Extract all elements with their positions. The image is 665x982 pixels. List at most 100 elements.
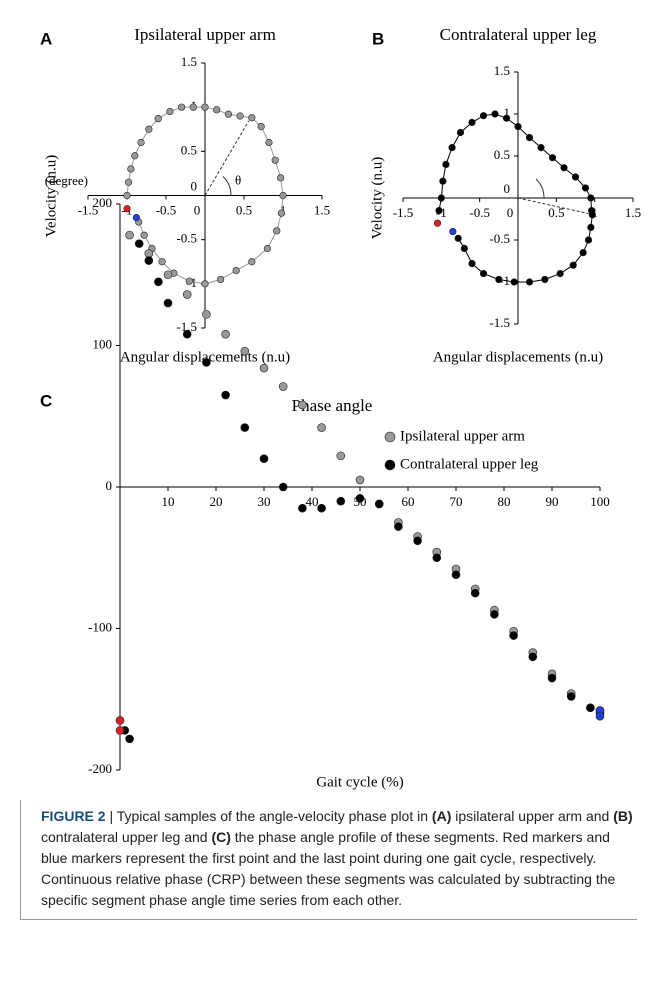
data-point — [185, 277, 193, 285]
data-point — [137, 138, 145, 147]
data-point — [548, 154, 557, 162]
x-tick-label: 0 — [507, 205, 514, 220]
caption-text: | Typical samples of the angle-velocity … — [105, 808, 432, 824]
data-point — [263, 244, 272, 253]
data-point — [336, 496, 346, 506]
data-point — [537, 144, 545, 152]
data-point — [140, 231, 148, 239]
data-point — [413, 536, 422, 546]
x-tick-label: 60 — [402, 494, 415, 509]
data-point — [277, 174, 285, 182]
data-point — [217, 275, 225, 284]
data-point — [221, 390, 230, 400]
y-tick-label: -0.5 — [176, 231, 197, 246]
data-point — [437, 194, 445, 202]
y-tick-label: -1.5 — [176, 319, 197, 334]
data-point — [182, 290, 192, 299]
angle-arrow — [517, 197, 589, 215]
chart-title: Phase angle — [292, 396, 373, 415]
data-point — [259, 363, 269, 373]
data-point — [587, 223, 595, 231]
data-point — [336, 451, 346, 461]
data-point — [433, 219, 442, 227]
x-tick-label: -0.5 — [156, 202, 177, 217]
caption-text: FIGURE 2 — [41, 808, 106, 824]
data-point — [123, 205, 131, 213]
data-point — [124, 178, 133, 186]
data-point — [182, 329, 192, 339]
x-tick-label: -1.5 — [78, 202, 99, 217]
data-point — [131, 152, 139, 160]
data-point — [166, 107, 174, 116]
angle-arc — [222, 176, 232, 196]
data-point — [541, 275, 549, 284]
data-point — [587, 194, 595, 202]
data-point — [510, 278, 518, 286]
data-point — [470, 588, 480, 598]
x-tick-label: 20 — [210, 494, 223, 509]
data-point — [144, 256, 154, 265]
y-axis-label: Velocity (n.u) — [369, 157, 385, 239]
x-tick-label: 10 — [162, 494, 175, 509]
x-tick-label: 90 — [546, 494, 559, 509]
y-axis-label: (degree) — [45, 173, 88, 188]
data-point — [271, 156, 279, 164]
y-tick-label: 1 — [504, 105, 511, 120]
data-point — [298, 503, 307, 513]
data-point — [556, 270, 564, 278]
data-point — [581, 184, 590, 192]
data-point — [178, 103, 186, 111]
data-point — [125, 734, 134, 744]
data-point — [145, 125, 153, 133]
chart-title: Ipsilateral upper arm — [134, 25, 276, 44]
caption-text: ipsilateral upper arm and — [451, 808, 614, 824]
data-point — [490, 610, 499, 619]
data-point — [273, 227, 281, 235]
y-tick-label: 100 — [93, 336, 113, 351]
x-tick-label: -0.5 — [469, 205, 490, 220]
data-point — [584, 236, 593, 244]
data-point — [448, 144, 456, 152]
y-tick-label: 0 — [106, 478, 113, 493]
legend-marker — [384, 459, 396, 471]
data-point — [317, 503, 326, 513]
data-point — [240, 423, 250, 432]
data-point — [115, 716, 125, 725]
data-point — [502, 114, 511, 122]
data-point — [115, 726, 125, 735]
y-tick-label: -1.5 — [489, 315, 510, 330]
y-tick-label: 0.5 — [494, 147, 510, 162]
data-point — [248, 114, 256, 122]
data-point — [595, 711, 605, 721]
data-point — [514, 122, 522, 131]
data-point — [221, 329, 230, 339]
legend-label: Ipsilateral upper arm — [400, 428, 525, 444]
data-point — [163, 270, 173, 280]
data-point — [240, 346, 250, 356]
caption-text: (C) — [211, 829, 231, 845]
panel-label: C — [40, 391, 52, 410]
data-point — [232, 266, 240, 275]
data-point — [432, 553, 442, 563]
data-point — [525, 133, 534, 142]
data-point — [491, 110, 499, 118]
data-point — [460, 244, 468, 252]
data-point — [279, 191, 287, 200]
panel-label: A — [40, 29, 52, 48]
data-point — [278, 482, 288, 492]
data-point — [257, 122, 265, 131]
angle-arc — [535, 178, 545, 199]
data-point — [586, 703, 595, 713]
data-point — [158, 258, 166, 266]
x-tick-label: -1.5 — [393, 205, 414, 220]
caption-text: (B) — [613, 808, 633, 824]
data-point — [566, 692, 576, 701]
data-point — [479, 270, 488, 278]
y-tick-label: -200 — [88, 761, 112, 776]
y-tick-label: 0 — [504, 181, 511, 196]
data-point — [454, 234, 462, 242]
legend-marker — [384, 431, 396, 443]
data-point — [579, 249, 587, 257]
data-point — [154, 115, 162, 123]
data-point — [248, 258, 256, 266]
